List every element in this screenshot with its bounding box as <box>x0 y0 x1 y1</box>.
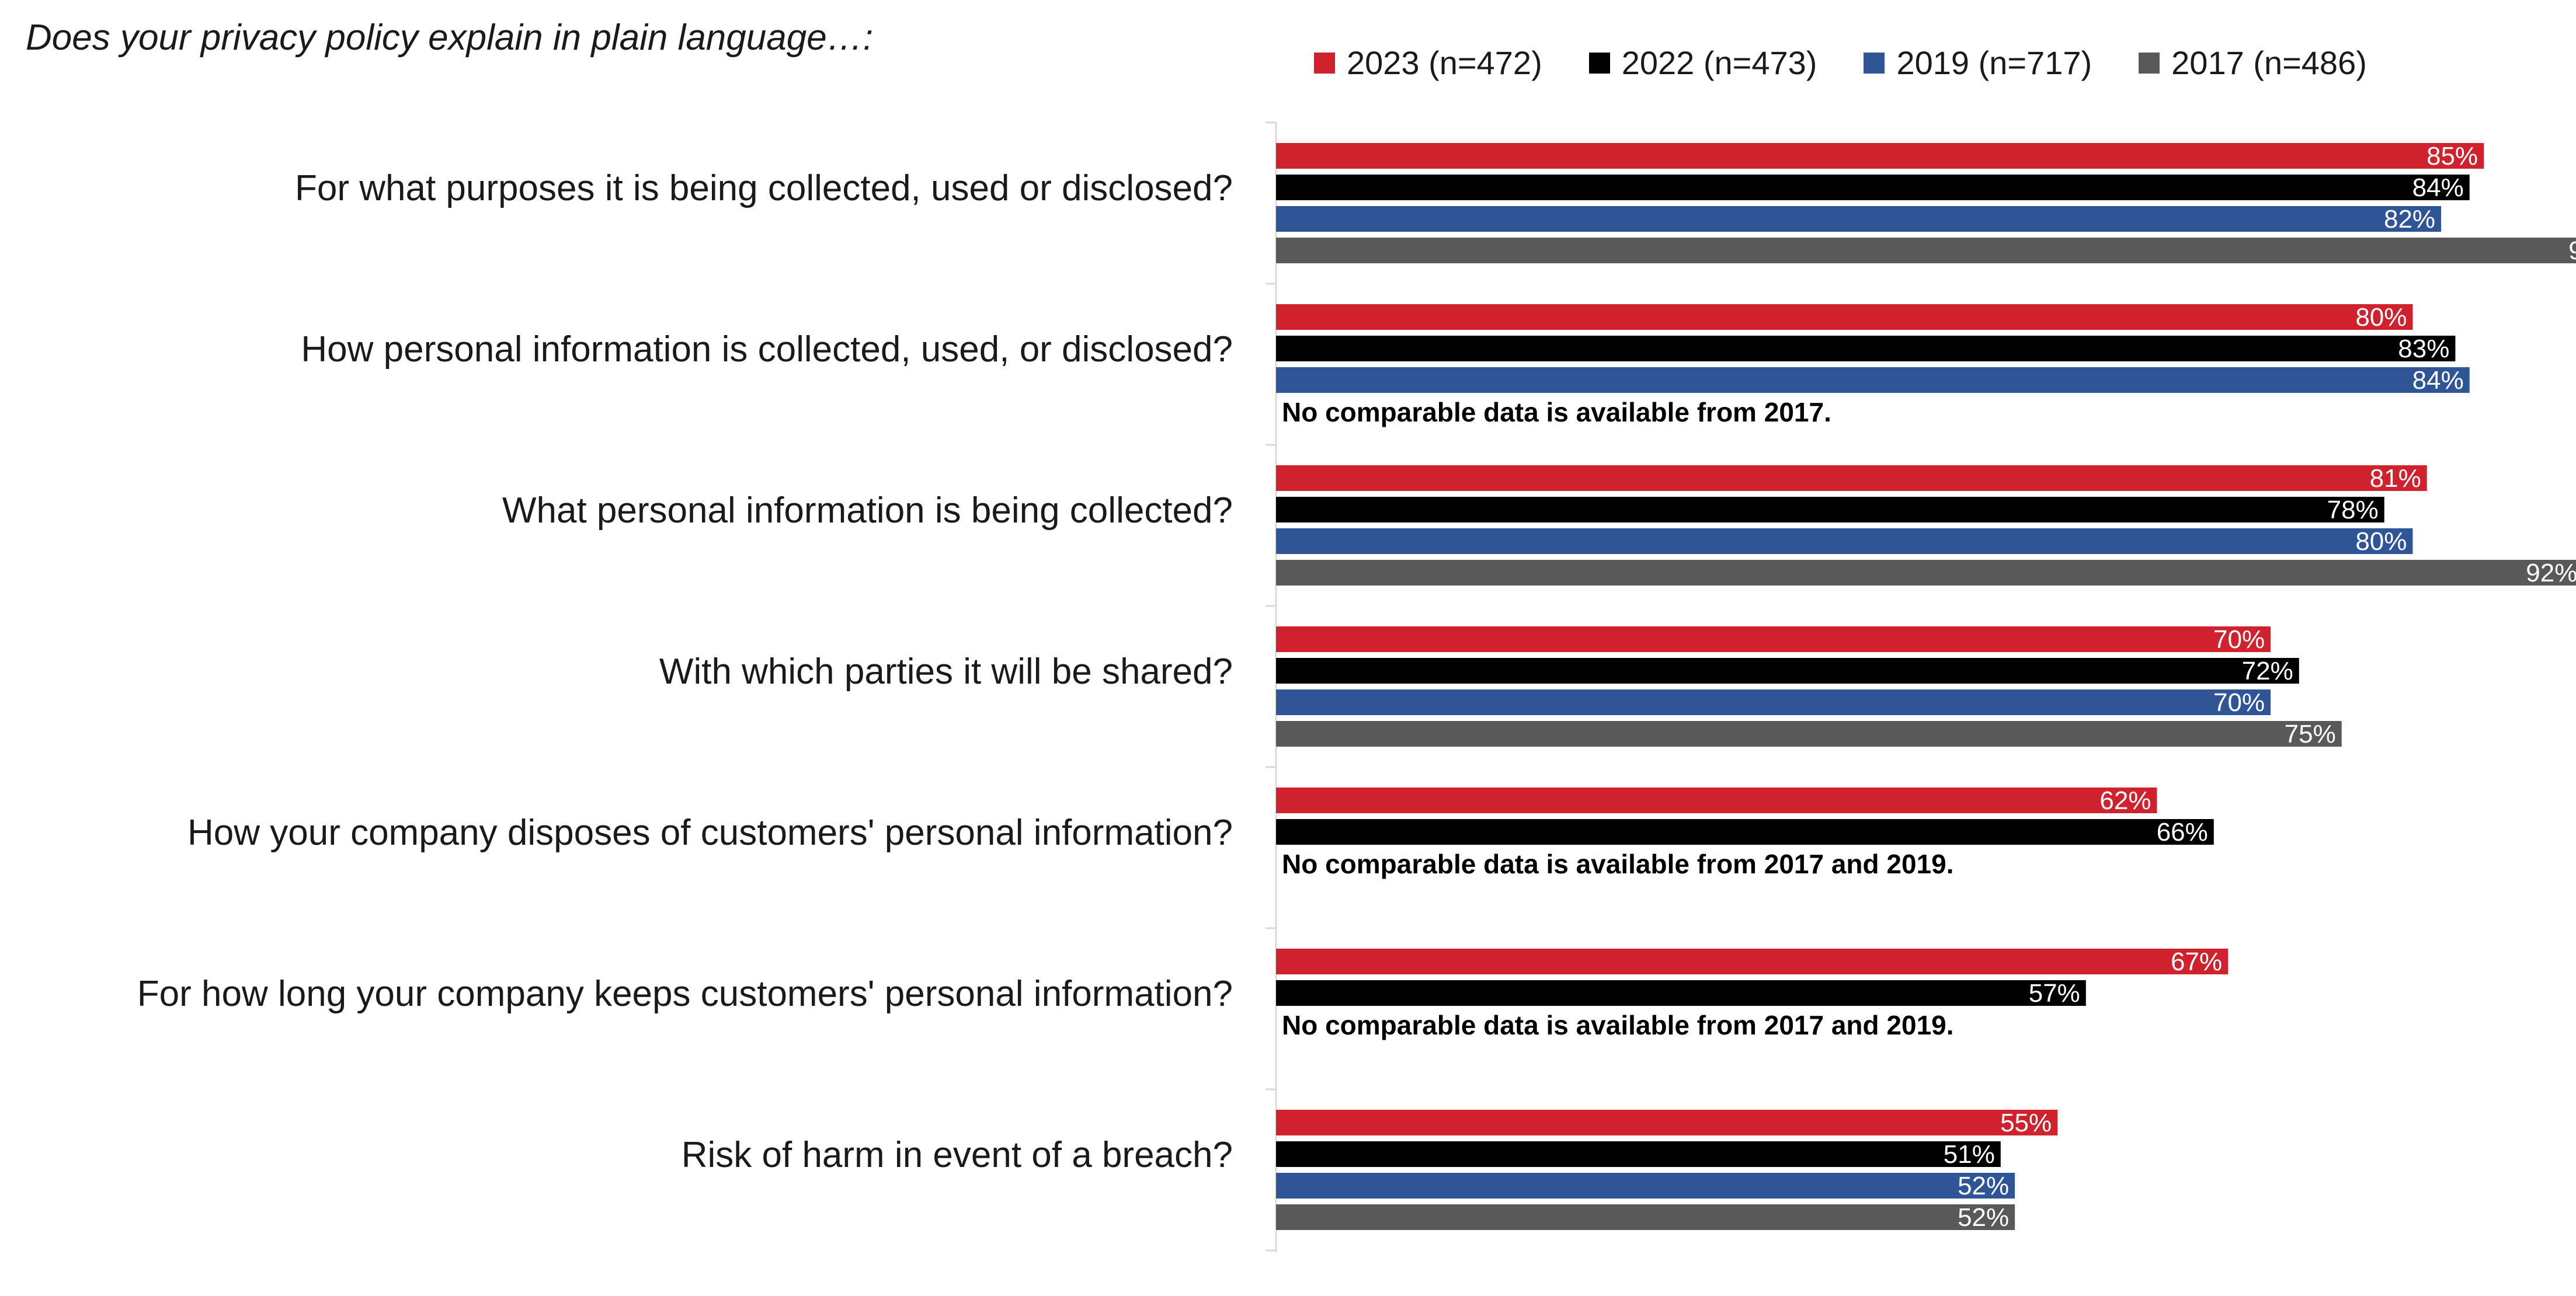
legend-swatch-2023 <box>1314 53 1335 74</box>
bar-2017 <box>1276 560 2576 586</box>
category-label: Risk of harm in event of a breach? <box>681 1135 1233 1175</box>
data-label-2023: 55% <box>2000 1109 2052 1137</box>
data-label-2023: 80% <box>2355 303 2407 332</box>
data-label-2023: 67% <box>2171 947 2222 976</box>
bar-2022 <box>1276 497 2384 522</box>
category-label: For what purposes it is being collected,… <box>295 168 1233 208</box>
data-label-2022: 83% <box>2398 335 2449 363</box>
legend-label-2017: 2017 (n=486) <box>2171 44 2367 81</box>
data-label-2023: 85% <box>2426 142 2478 170</box>
data-label-2017: 95% <box>2568 236 2576 265</box>
no-data-note: No comparable data is available from 201… <box>1282 849 1954 879</box>
legend-item-2023: 2023 (n=472) <box>1314 47 1542 79</box>
data-label-2023: 62% <box>2099 786 2151 815</box>
category-label: How your company disposes of customers' … <box>187 813 1233 853</box>
data-label-2019: 70% <box>2213 688 2265 717</box>
category-label: What personal information is being colle… <box>502 490 1233 531</box>
bar-2019 <box>1276 689 2271 715</box>
data-label-2017: 52% <box>1958 1203 2009 1232</box>
data-label-2023: 81% <box>2370 464 2421 493</box>
category-label: For how long your company keeps customer… <box>137 974 1233 1014</box>
data-label-2019: 52% <box>1958 1172 2009 1200</box>
data-label-2022: 78% <box>2327 496 2379 524</box>
bar-2023 <box>1276 143 2484 169</box>
legend-item-2019: 2019 (n=717) <box>1864 47 2092 79</box>
data-label-2022: 57% <box>2029 979 2080 1008</box>
data-label-2022: 66% <box>2157 818 2208 846</box>
legend-label-2019: 2019 (n=717) <box>1896 44 2092 81</box>
category-label: With which parties it will be shared? <box>659 652 1233 692</box>
bar-2023 <box>1276 626 2271 652</box>
legend-item-2022: 2022 (n=473) <box>1588 44 1817 81</box>
bar-2023 <box>1276 465 2427 491</box>
bar-2017 <box>1276 721 2342 747</box>
bar-2017 <box>1276 1204 2015 1230</box>
bar-2019 <box>1276 367 2470 393</box>
bar-2022 <box>1276 658 2299 684</box>
legend-item-2017: 2017 (n=486) <box>2139 47 2367 79</box>
legend-label-2023: 2023 (n=472) <box>1347 44 1542 81</box>
legend-swatch-2022 <box>1588 53 1610 74</box>
legend-swatch-2017 <box>2139 53 2160 74</box>
no-data-note: No comparable data is available from 201… <box>1282 1010 1954 1040</box>
legend-swatch-2019 <box>1864 53 1885 74</box>
bar-2022 <box>1276 336 2456 361</box>
bar-2017 <box>1276 238 2576 263</box>
bar-2019 <box>1276 1173 2015 1199</box>
legend: 2023 (n=472) 2022 (n=473) 2019 (n=717) 2… <box>1314 47 2367 79</box>
data-label-2017: 92% <box>2526 559 2576 587</box>
chart-title: Does your privacy policy explain in plai… <box>26 18 873 58</box>
bar-2023 <box>1276 304 2413 330</box>
bar-2023 <box>1276 949 2229 974</box>
bar-2019 <box>1276 206 2442 232</box>
bar-2022 <box>1276 980 2086 1006</box>
category-label: How personal information is collected, u… <box>301 329 1233 370</box>
data-label-2019: 80% <box>2355 527 2407 556</box>
data-label-2019: 82% <box>2384 205 2435 234</box>
legend-label-2022: 2022 (n=473) <box>1621 44 1817 81</box>
data-label-2023: 70% <box>2213 625 2265 654</box>
bar-2022 <box>1276 819 2214 845</box>
data-label-2022: 84% <box>2412 173 2464 202</box>
no-data-note: No comparable data is available from 201… <box>1282 397 1831 427</box>
bar-2022 <box>1276 175 2470 200</box>
bar-2019 <box>1276 528 2413 554</box>
data-label-2017: 75% <box>2285 720 2336 748</box>
data-label-2019: 84% <box>2412 366 2464 395</box>
data-label-2022: 51% <box>1944 1140 1995 1169</box>
bar-2023 <box>1276 1110 2058 1135</box>
bar-2022 <box>1276 1141 2001 1167</box>
bar-2023 <box>1276 788 2157 813</box>
data-label-2022: 72% <box>2242 657 2293 685</box>
